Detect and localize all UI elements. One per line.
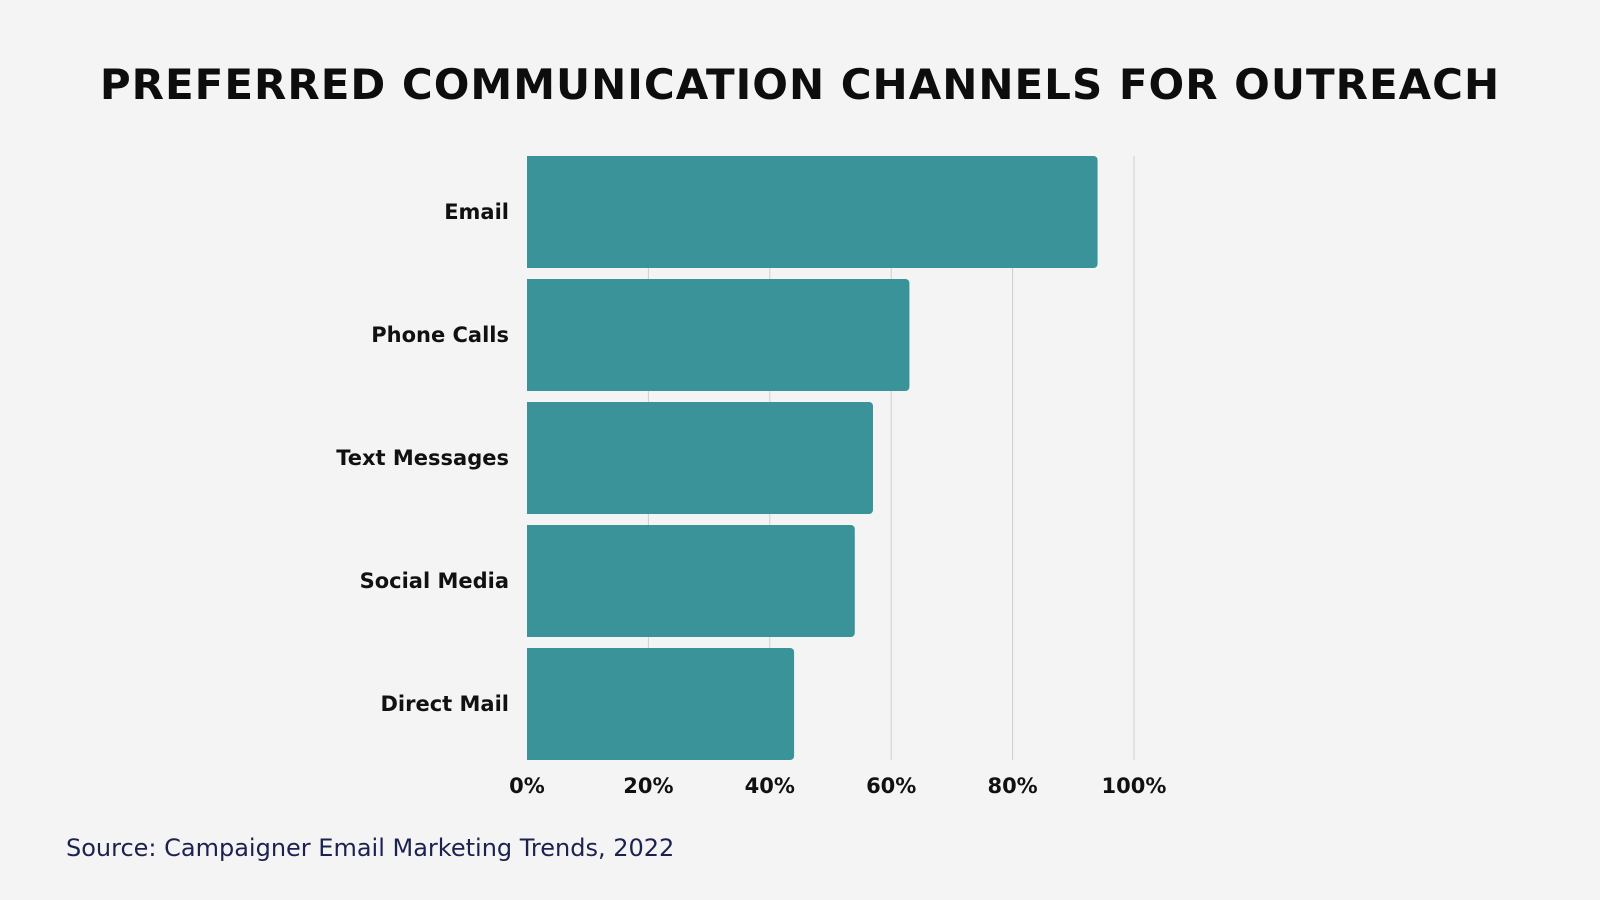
- bar-edge: [527, 279, 535, 391]
- bars: [527, 156, 1098, 760]
- source-note: Source: Campaigner Email Marketing Trend…: [66, 834, 675, 862]
- bar: [527, 156, 1098, 268]
- bar: [527, 402, 873, 514]
- category-label: Text Messages: [336, 446, 509, 470]
- x-axis-tick-labels: 0% 20% 40% 60% 80% 100%: [509, 774, 1166, 798]
- category-labels: Email Phone Calls Text Messages Social Medi…: [336, 200, 509, 716]
- x-tick-label: 0%: [509, 774, 545, 798]
- category-label: Email: [444, 200, 509, 224]
- category-label: Social Media: [360, 569, 509, 593]
- bar-edge: [527, 525, 535, 637]
- chart-title: PREFERRED COMMUNICATION CHANNELS FOR OUT…: [99, 60, 1501, 109]
- x-tick-label: 20%: [623, 774, 673, 798]
- bar-edge: [527, 402, 535, 514]
- x-tick-label: 100%: [1102, 774, 1167, 798]
- bar-edge: [527, 156, 535, 268]
- category-label: Phone Calls: [371, 323, 509, 347]
- x-tick-label: 40%: [745, 774, 795, 798]
- bar: [527, 525, 855, 637]
- bar: [527, 648, 795, 760]
- x-tick-label: 60%: [866, 774, 916, 798]
- bar: [527, 279, 910, 391]
- x-tick-label: 80%: [987, 774, 1037, 798]
- category-label: Direct Mail: [381, 692, 510, 716]
- bar-edge: [527, 648, 535, 760]
